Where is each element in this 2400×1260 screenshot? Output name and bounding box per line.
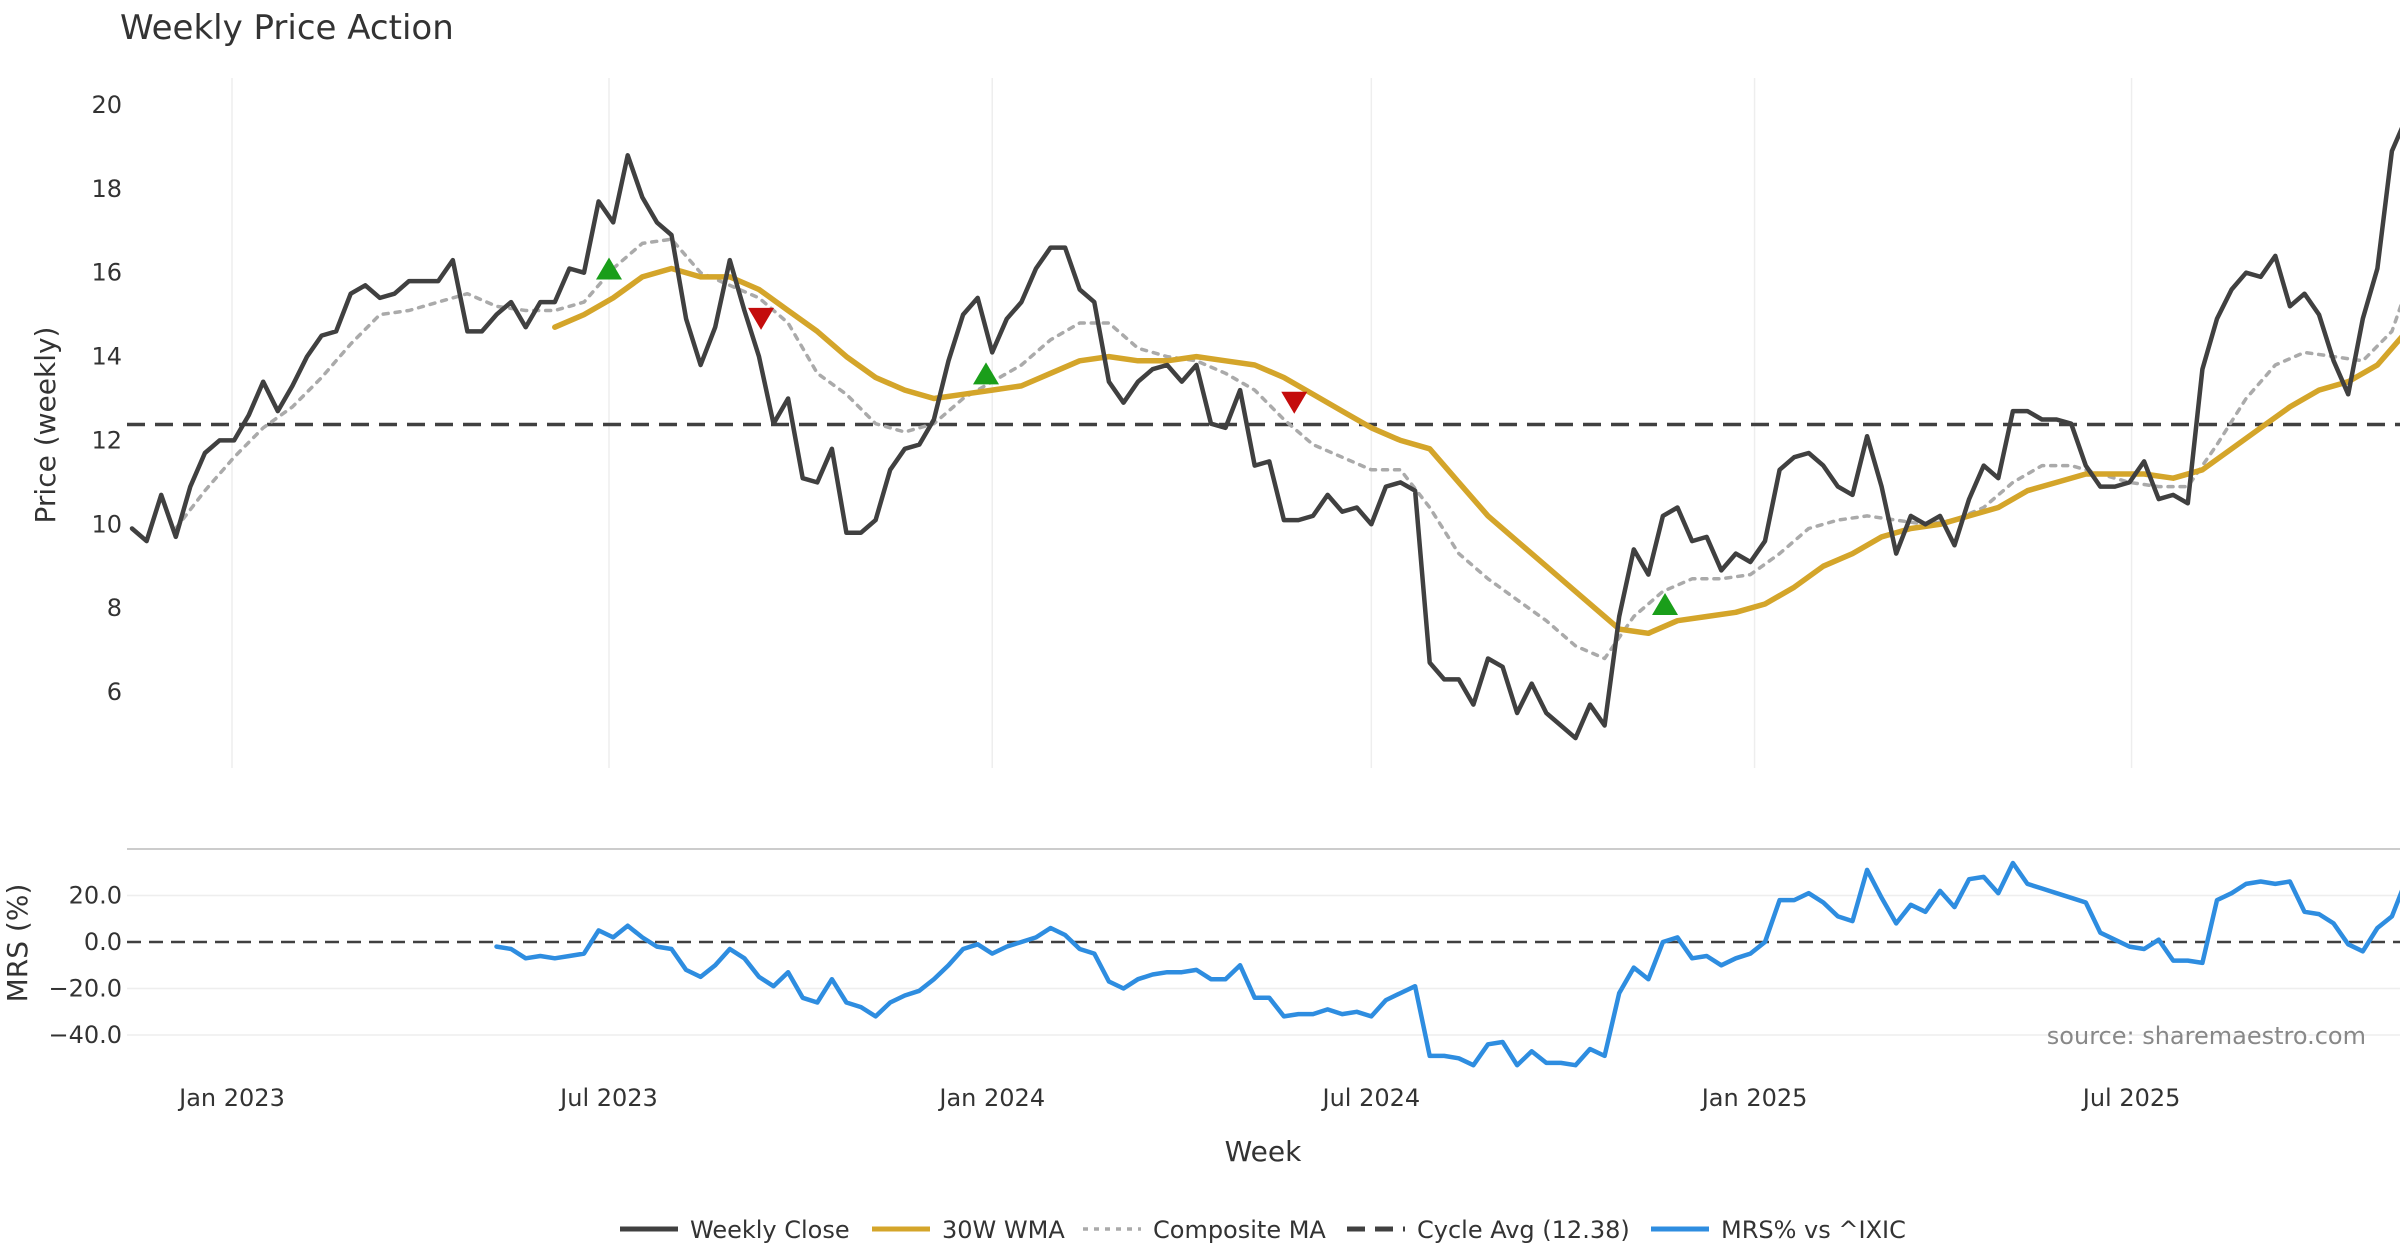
mrs-y-tick-labels: 20.0 0.0 −20.0 −40.0 [48,882,122,1050]
legend-label-composite-ma: Composite MA [1153,1216,1326,1244]
price-y-tick-18: 18 [91,175,122,203]
mrs-y-tick-3: −40.0 [48,1021,122,1049]
price-y-tick-14: 14 [91,343,122,371]
legend: Weekly Close 30W WMA Composite MA Cycle Avg… [620,1216,1906,1244]
buy-signal-marker-0 [596,257,622,280]
x-tick-jul-2024: Jul 2024 [1320,1084,1420,1112]
x-tick-jan-2024: Jan 2024 [937,1084,1045,1112]
buy-signal-marker-4 [1652,592,1679,615]
x-tick-jul-2025: Jul 2025 [2081,1084,2181,1112]
legend-label-cycle-avg-12-38: Cycle Avg (12.38) [1417,1216,1630,1244]
series-composite-ma [174,237,2400,661]
mrs-y-axis-label: MRS (%) [1,884,34,1003]
price-y-tick-20: 20 [91,91,122,119]
series-mrs-vs-ixic [494,860,2400,1068]
chart-title: Weekly Price Action [120,8,454,48]
price-y-tick-labels: 6 8 10 12 14 16 18 20 [91,91,122,706]
mrs-series [494,860,2400,1068]
x-tick-jan-2023: Jan 2023 [177,1084,285,1112]
x-tick-labels: Jan 2023 Jul 2023 Jan 2024 Jul 2024 Jan 2025… [177,1084,2180,1112]
x-tick-jul-2023: Jul 2023 [558,1084,658,1112]
mrs-y-tick-0: 20.0 [69,882,122,910]
price-y-tick-6: 6 [107,678,122,706]
price-y-tick-12: 12 [91,426,122,454]
mrs-panel: 20.0 0.0 −20.0 −40.0 MRS (%) source: sharem… [1,848,2400,1068]
source-note: source: sharemaestro.com [2047,1022,2366,1050]
legend-label-30w-wma: 30W WMA [942,1216,1065,1244]
mrs-y-tick-2: −20.0 [48,975,122,1003]
mrs-gridlines [127,894,2400,1036]
legend-label-weekly-close: Weekly Close [690,1216,850,1244]
buy-signal-marker-2 [973,362,999,385]
series-weekly-close [129,126,2400,741]
sell-signal-marker-1 [748,307,775,330]
signal-markers [596,257,1679,615]
price-series [127,126,2400,741]
price-y-tick-16: 16 [91,259,122,287]
x-axis-label: Week [1225,1135,1302,1168]
mrs-y-tick-1: 0.0 [84,928,122,956]
price-panel: 6 8 10 12 14 16 18 20 Price (weekly) [29,78,2400,768]
price-y-tick-10: 10 [91,510,122,538]
x-tick-jan-2025: Jan 2025 [1700,1084,1808,1112]
sell-signal-marker-3 [1281,391,1308,414]
series-30w-wma [552,265,2400,637]
legend-label-mrs-vs-ixic: MRS% vs ^IXIC [1721,1216,1906,1244]
price-y-tick-8: 8 [107,594,122,622]
price-y-axis-label: Price (weekly) [29,327,62,524]
